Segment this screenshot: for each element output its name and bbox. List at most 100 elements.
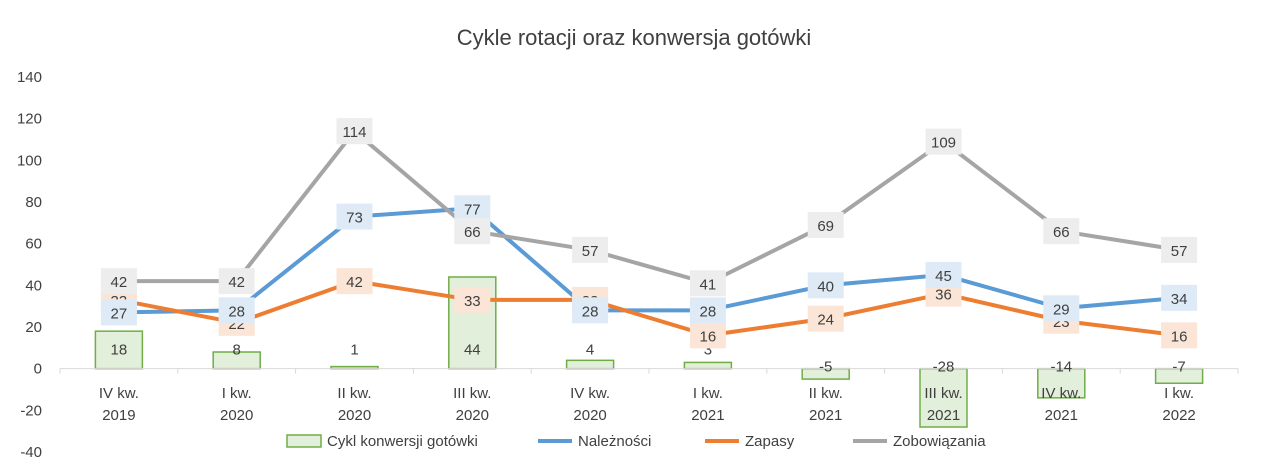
x-tick-label-line: 2020 <box>573 407 606 424</box>
x-tick-label-line: IV kw. <box>1041 385 1081 402</box>
x-tick-label-line: I kw. <box>693 385 723 402</box>
x-tick-label: IV kw. 2021 <box>1041 385 1081 424</box>
series-line <box>116 279 1182 338</box>
y-tick-label: 100 <box>17 152 42 169</box>
data-label-bg <box>454 218 491 245</box>
data-label: 27 <box>111 305 128 322</box>
data-label: 114 <box>343 124 367 141</box>
x-tick-label-line: 2021 <box>927 407 960 424</box>
data-label: 18 <box>111 342 128 359</box>
data-label: 29 <box>1053 301 1070 318</box>
data-labels: 18814443-5-28-14-73322423333162436231627… <box>100 118 1198 376</box>
data-label: 4 <box>586 342 594 359</box>
data-label: 77 <box>464 201 481 218</box>
y-tick-label: -40 <box>20 444 42 461</box>
data-label: 3 <box>704 342 712 359</box>
bar <box>94 330 144 370</box>
x-tick-label-line: 2020 <box>220 407 253 424</box>
x-tick-label-line: 2022 <box>1162 407 1195 424</box>
x-tick-label-line: 2021 <box>1045 407 1078 424</box>
data-label: 34 <box>1171 291 1188 308</box>
series-line <box>116 129 1182 286</box>
data-label: 40 <box>817 278 834 295</box>
bar <box>565 359 615 370</box>
x-tick-label-line: III kw. <box>924 385 962 402</box>
x-tick-label-line: 2019 <box>102 407 135 424</box>
data-label-bg <box>689 322 726 349</box>
data-label-bg <box>218 297 255 324</box>
data-label: 69 <box>817 218 834 235</box>
series-line <box>116 206 1182 315</box>
x-tick-label: III kw. 2020 <box>453 385 491 424</box>
y-tick-label: 0 <box>34 361 42 378</box>
y-tick-label: -20 <box>20 402 42 419</box>
y-tick-label: 80 <box>25 194 42 211</box>
y-tick-label: 140 <box>17 69 42 86</box>
data-label-bg <box>807 272 844 299</box>
data-label-bg <box>572 236 609 263</box>
x-tick-label: III kw. 2021 <box>924 385 962 424</box>
data-label: 42 <box>346 274 363 291</box>
data-label: 36 <box>935 287 952 304</box>
x-tick-label-line: 2021 <box>809 407 842 424</box>
data-label-bg <box>689 297 726 324</box>
data-label: 16 <box>700 328 717 345</box>
legend-label: Zapasy <box>745 433 795 450</box>
data-label: 42 <box>111 274 128 291</box>
data-label: 8 <box>233 342 241 359</box>
data-label-bg <box>336 268 373 295</box>
data-label-bg <box>807 211 844 238</box>
x-tick-label-line: II kw. <box>337 385 371 402</box>
data-label-bg <box>1161 284 1198 311</box>
data-label: 57 <box>1171 243 1188 260</box>
data-label-bg <box>336 203 373 230</box>
data-label-bg <box>454 195 491 222</box>
x-tick-label: I kw. 2021 <box>691 385 724 424</box>
data-label: 33 <box>464 293 481 310</box>
x-tick-label-line: 2020 <box>338 407 371 424</box>
x-tick-label-line: IV kw. <box>99 385 139 402</box>
data-label-bg <box>1161 236 1198 263</box>
x-tick-label-line: I kw. <box>1164 385 1194 402</box>
x-tick-label-line: 2020 <box>456 407 489 424</box>
data-label-bg <box>572 297 609 324</box>
data-label-bg <box>925 128 962 155</box>
series-lines <box>116 129 1182 338</box>
data-label-bg <box>336 118 373 145</box>
data-label: 41 <box>700 276 717 293</box>
y-axis: -40 -20 0 20 40 60 80 100 120 140 <box>17 69 42 461</box>
data-label-bg <box>454 286 491 313</box>
data-label: 73 <box>346 210 363 227</box>
data-label-bg <box>1043 218 1080 245</box>
data-label: 57 <box>582 243 599 260</box>
x-axis: IV kw. 2019 I kw. 2020 II kw. 2020 III kw. 2020… <box>59 368 1239 424</box>
data-label-bg <box>689 270 726 297</box>
y-tick-label: 120 <box>17 111 42 128</box>
x-tick-label-line: III kw. <box>453 385 491 402</box>
data-label: 24 <box>817 312 834 329</box>
data-label: 44 <box>464 342 481 359</box>
x-tick-label-line: II kw. <box>809 385 843 402</box>
data-label: -28 <box>933 359 955 376</box>
y-tick-label: 40 <box>25 277 42 294</box>
data-label-bg <box>100 268 137 295</box>
data-label: -14 <box>1050 359 1072 376</box>
data-label-bg <box>1161 322 1198 349</box>
x-tick-label: I kw. 2020 <box>220 385 253 424</box>
y-tick-label: 60 <box>25 236 42 253</box>
bar <box>1037 367 1086 399</box>
data-label: 66 <box>1053 224 1070 241</box>
x-tick-label-line: I kw. <box>222 385 252 402</box>
data-label: 66 <box>464 224 481 241</box>
data-label: 28 <box>582 303 599 320</box>
data-label: 16 <box>1171 328 1188 345</box>
x-tick-label: II kw. 2021 <box>809 385 843 424</box>
data-label: -5 <box>819 359 832 376</box>
legend-swatch <box>286 434 322 448</box>
data-label-bg <box>925 261 962 288</box>
x-tick-label: I kw. 2022 <box>1162 385 1195 424</box>
data-label: -7 <box>1172 359 1185 376</box>
x-tick-label-line: IV kw. <box>570 385 610 402</box>
data-label: 28 <box>700 303 717 320</box>
data-label: 45 <box>935 268 952 285</box>
